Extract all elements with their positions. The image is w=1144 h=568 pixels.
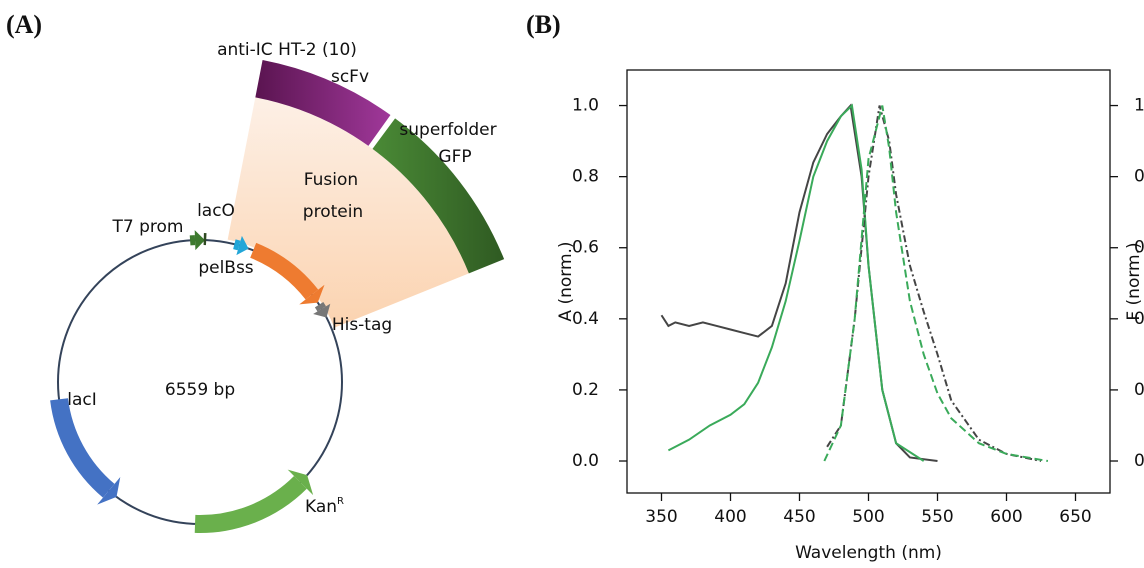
y-tick-label: 0.6 (572, 238, 599, 258)
kan-gene (194, 476, 307, 534)
fusion-gene (250, 242, 319, 300)
scfv-segment (255, 60, 391, 146)
y2-tick-label: 0.0 (1134, 451, 1144, 471)
y2-tick-label: 0.2 (1134, 380, 1144, 400)
t7-promoter-head (194, 230, 205, 251)
y-tick-label: 1.0 (572, 96, 599, 116)
kan-gene-head (287, 469, 314, 496)
plot-frame (626, 69, 1111, 494)
label: Kan (305, 497, 337, 517)
line-series (823, 105, 1049, 462)
label: superfolder (399, 120, 496, 140)
chart: 350 400 450 500 550 600 650 0.0 0.2 0.4 0.6 0.8 1.0 0… (556, 69, 1144, 563)
x-tick-label: 650 (1059, 507, 1091, 527)
x-tick-label: 500 (852, 507, 884, 527)
x-tick-label: 450 (783, 507, 815, 527)
line-series (667, 103, 925, 462)
label: T7 prom (112, 217, 184, 237)
y2-axis-label: F (norm.) (1124, 242, 1144, 320)
label: Fusion (304, 170, 358, 190)
y-tick-label: 0.8 (572, 167, 599, 187)
x-axis-label: Wavelength (nm) (795, 543, 942, 563)
x-tick-label: 600 (990, 507, 1022, 527)
line-series (660, 103, 938, 462)
label: anti-IC HT-2 (10) (217, 40, 357, 60)
label: lacI (67, 390, 97, 410)
his-tag (314, 301, 327, 312)
fusion-wedge (227, 97, 469, 328)
label: scFv (331, 67, 369, 87)
y-tick-label: 0.4 (572, 309, 599, 329)
label: protein (303, 202, 363, 222)
y-axis-label: A (norm.) (556, 241, 576, 321)
label: pelBss (198, 258, 253, 278)
label: lacO (197, 201, 235, 221)
y2-tick-label: 0.4 (1134, 309, 1144, 329)
pelbss (233, 239, 241, 251)
pelbss-head (236, 235, 249, 256)
superscript: R (337, 496, 344, 507)
y-tick-label: 0.0 (572, 451, 599, 471)
panel-label: (A) (6, 10, 42, 39)
gfp-segment (372, 118, 505, 274)
t7-promoter (189, 235, 196, 246)
laco (203, 233, 207, 246)
label: GFP (438, 147, 471, 167)
fusion-gene-head (299, 284, 325, 305)
laci-gene-head (97, 476, 121, 505)
x-tick-label: 550 (921, 507, 953, 527)
plasmid-map (50, 60, 505, 534)
y2-tick-label: 0.8 (1134, 167, 1144, 187)
his-tag-head (313, 303, 331, 318)
x-tick-label: 350 (645, 507, 677, 527)
label: KanR (305, 496, 344, 517)
panel-label: (B) (526, 10, 561, 39)
laci-gene (50, 398, 115, 498)
y2-tick-label: 1.0 (1134, 96, 1144, 116)
y2-tick-label: 0.6 (1134, 238, 1144, 258)
label: His-tag (332, 315, 392, 335)
y-tick-label: 0.2 (572, 380, 599, 400)
x-tick-label: 400 (714, 507, 746, 527)
label: 6559 bp (165, 380, 235, 400)
